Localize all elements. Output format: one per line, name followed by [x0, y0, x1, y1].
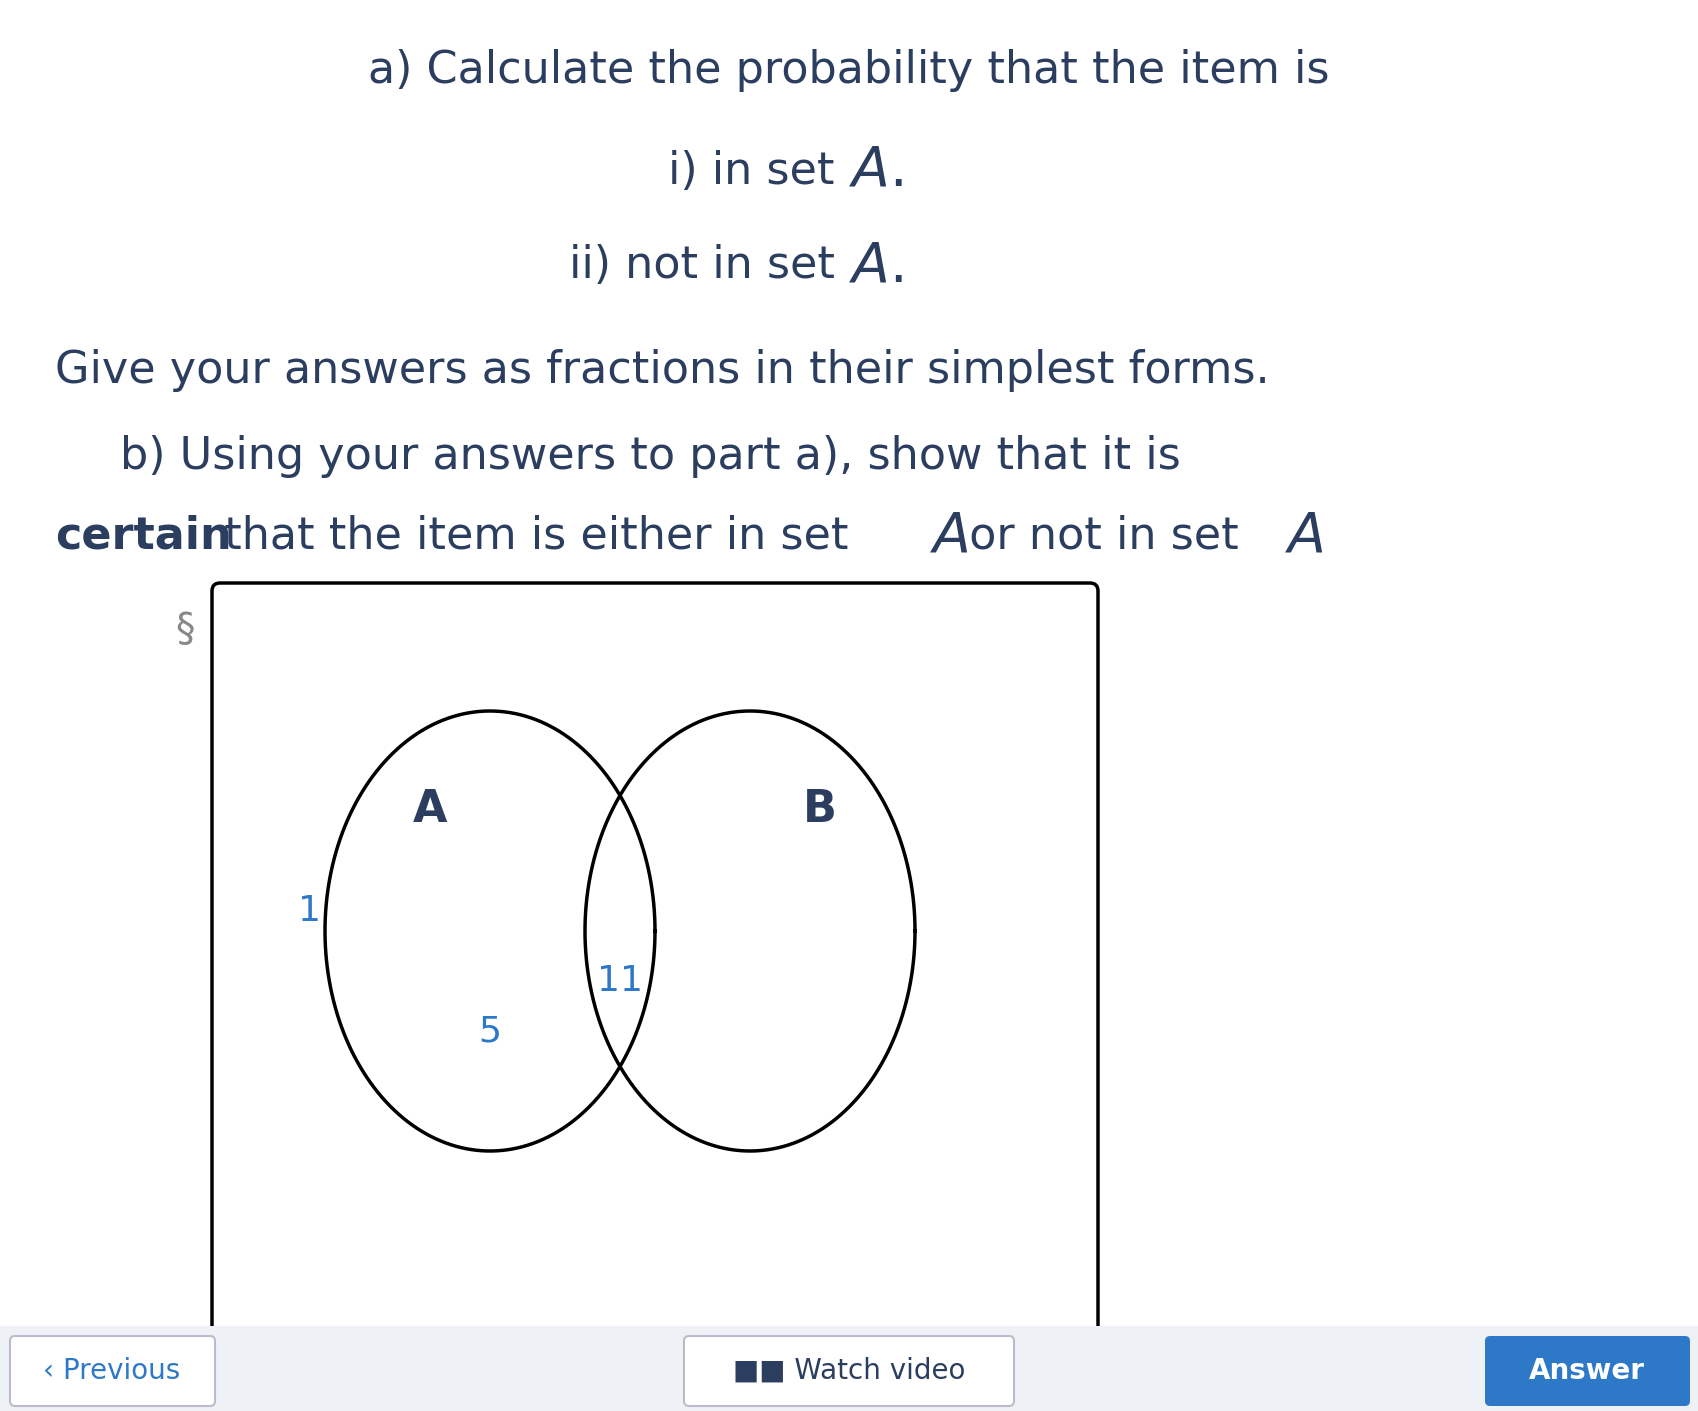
Text: B: B: [803, 789, 837, 831]
Text: i) in set: i) in set: [669, 150, 849, 192]
Text: §: §: [175, 611, 195, 649]
Text: $\mathit{A}$.: $\mathit{A}$.: [849, 144, 903, 198]
FancyBboxPatch shape: [212, 583, 1099, 1359]
FancyBboxPatch shape: [1486, 1336, 1690, 1405]
Text: $\mathit{A}$: $\mathit{A}$: [931, 509, 970, 563]
Text: 1: 1: [299, 895, 321, 928]
Text: b) Using your answers to part a), show that it is: b) Using your answers to part a), show t…: [121, 435, 1180, 477]
Text: ‹ Previous: ‹ Previous: [44, 1357, 180, 1386]
Text: that the item is either in set: that the item is either in set: [211, 515, 863, 557]
FancyBboxPatch shape: [0, 1326, 1698, 1411]
Text: a) Calculate the probability that the item is: a) Calculate the probability that the it…: [368, 49, 1330, 93]
Text: $\mathit{A}$: $\mathit{A}$: [1285, 509, 1324, 563]
Text: 5: 5: [479, 1015, 501, 1048]
Text: or not in set: or not in set: [954, 515, 1253, 557]
Text: certain: certain: [54, 515, 231, 557]
Text: Give your answers as fractions in their simplest forms.: Give your answers as fractions in their …: [54, 350, 1270, 392]
Text: ii) not in set: ii) not in set: [569, 244, 849, 288]
Text: A: A: [413, 789, 447, 831]
FancyBboxPatch shape: [10, 1336, 216, 1405]
Text: Answer: Answer: [1528, 1357, 1645, 1386]
Text: $\mathit{A}$.: $\mathit{A}$.: [849, 238, 903, 293]
FancyBboxPatch shape: [684, 1336, 1014, 1405]
Text: ■■ Watch video: ■■ Watch video: [734, 1357, 964, 1386]
Text: 11: 11: [598, 964, 644, 998]
